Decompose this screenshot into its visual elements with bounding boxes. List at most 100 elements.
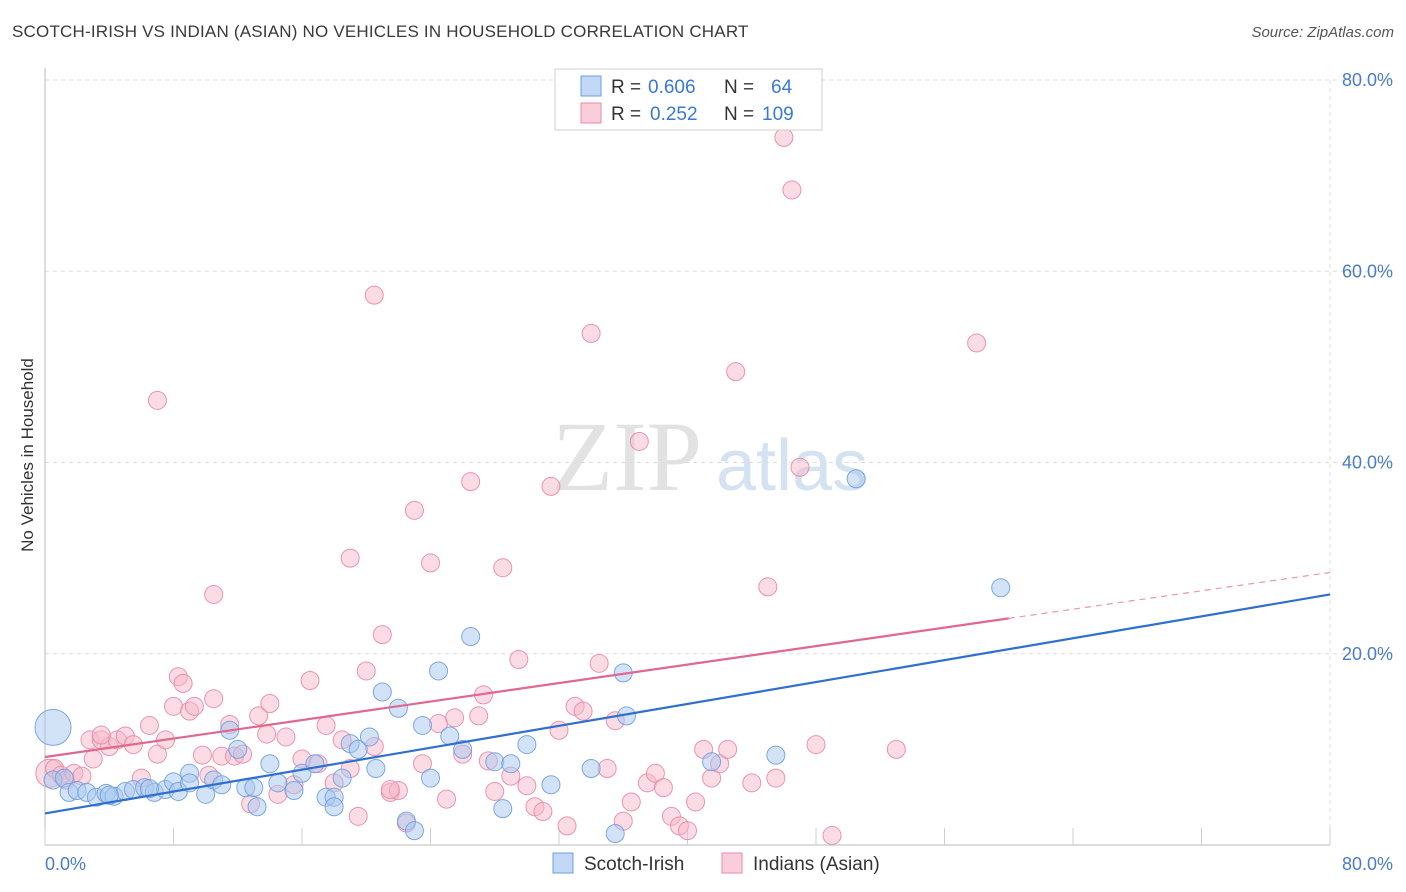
data-point-scotch-irish [846,469,866,489]
data-point-indians-asian [461,472,481,492]
data-point-indians-asian [790,457,810,477]
data-point-scotch-irish [305,754,325,774]
legend-swatch-pink [580,102,602,124]
legend-r-label-2: R = [611,104,641,125]
data-point-scotch-irish [268,773,288,793]
legend-n-label-1: N = [724,77,754,98]
data-point-indians-asian [806,735,826,755]
data-point-indians-asian [404,500,424,520]
data-point-scotch-irish [404,821,424,841]
data-point-indians-asian [967,333,987,353]
legend-swatch-blue [580,75,602,97]
watermark-zip: ZIP [552,401,702,512]
data-point-indians-asian [678,821,697,841]
data-point-indians-asian [557,816,577,836]
chart-title: SCOTCH-IRISH VS INDIAN (ASIAN) NO VEHICL… [12,22,749,41]
y-tick-label: 40.0% [1342,453,1393,473]
data-point-scotch-irish [388,698,408,718]
data-point-scotch-irish [485,752,505,772]
data-point-scotch-irish [541,775,561,795]
data-point-indians-asian [139,715,159,735]
data-point-indians-asian [517,776,537,796]
data-point-scotch-irish [99,785,119,805]
data-point-scotch-irish [228,739,248,759]
data-point-indians-asian [541,476,561,496]
data-point-indians-asian [83,749,103,769]
y-tick-label: 20.0% [1342,644,1393,664]
data-point-indians-asian [485,781,505,801]
data-point-indians-asian [589,653,609,673]
data-point-indians-asian [147,390,167,410]
bottom-legend-swatch-blue [552,852,574,874]
data-point-indians-asian [533,802,553,822]
grid [45,79,1392,845]
legend-n-label-2: N = [724,104,754,125]
data-point-indians-asian [581,323,601,343]
data-point-scotch-irish [324,797,344,817]
data-point-indians-asian [364,285,384,305]
data-point-indians-asian [621,792,641,812]
legend: R = 0.606 N = 64 R = 0.252 N = 109 [554,68,823,131]
data-point-indians-asian [509,649,529,669]
data-point-indians-asian [91,725,111,745]
data-point-scotch-irish [605,824,625,844]
data-point-indians-asian [718,739,738,759]
data-point-indians-asian [629,431,649,451]
data-point-scotch-irish [991,578,1011,598]
data-point-indians-asian [147,744,167,764]
data-point-scotch-irish [372,682,392,702]
data-point-indians-asian [204,584,224,604]
data-point-scotch-irish [247,797,267,817]
data-point-indians-asian [348,806,368,826]
data-point-indians-asian [686,792,706,812]
data-point-indians-asian [412,754,432,774]
data-point-scotch-irish [493,799,513,819]
x-tick-label-min: 0.0% [45,854,86,874]
y-tick-label: 60.0% [1342,261,1393,281]
data-point-indians-asian [445,708,465,728]
data-point-indians-asian [372,625,392,645]
tick-labels: 20.0% 40.0% 60.0% 80.0% 0.0% 80.0% [45,70,1393,874]
data-point-scotch-irish [501,754,521,774]
y-axis-label: No Vehicles in Household [18,358,37,552]
legend-r-value-1: 0.606 [648,77,696,98]
data-point-indians-asian [257,724,277,744]
data-point-indians-asian [192,745,212,765]
data-point-indians-asian [204,689,224,709]
data-point-indians-asian [380,780,400,800]
data-point-indians-asian [173,673,193,693]
data-point-indians-asian [886,739,906,759]
data-point-indians-asian [300,671,320,691]
trend-lines [44,571,1331,815]
bottom-legend-swatch-pink [721,852,743,874]
trend-line-indians-asian-extension [1008,571,1331,619]
data-point-scotch-irish [453,739,473,759]
bottom-legend: Scotch-Irish Indians (Asian) [552,852,880,875]
legend-r-label-1: R = [611,77,641,98]
data-point-scotch-irish [284,780,304,800]
data-point-indians-asian [437,789,457,809]
data-point-indians-asian [573,701,593,721]
data-point-scotch-irish [260,754,280,774]
data-point-indians-asian [758,577,778,597]
data-point-indians-asian [493,558,513,578]
data-point-indians-asian [316,715,336,735]
data-point-indians-asian [774,127,794,147]
legend-n-value-1: 64 [771,77,793,98]
data-point-indians-asian [249,706,269,726]
data-point-scotch-irish [359,727,379,747]
data-point-indians-asian [469,706,489,726]
trend-line-indians-asian [44,617,1009,759]
data-point-scotch-irish [366,759,386,778]
data-point-indians-asian [356,661,376,681]
data-point-scotch-irish [139,779,159,799]
data-point-scotch-irish [517,735,537,755]
data-point-indians-asian [340,548,360,568]
data-point-indians-asian [276,727,296,747]
data-point-indians-asian [782,180,802,200]
data-point-scotch-irish [421,768,440,788]
bottom-legend-indians-asian: Indians (Asian) [753,854,880,875]
source-label: Source: ZipAtlas.com [1251,24,1394,41]
data-point-scotch-irish [332,768,352,788]
